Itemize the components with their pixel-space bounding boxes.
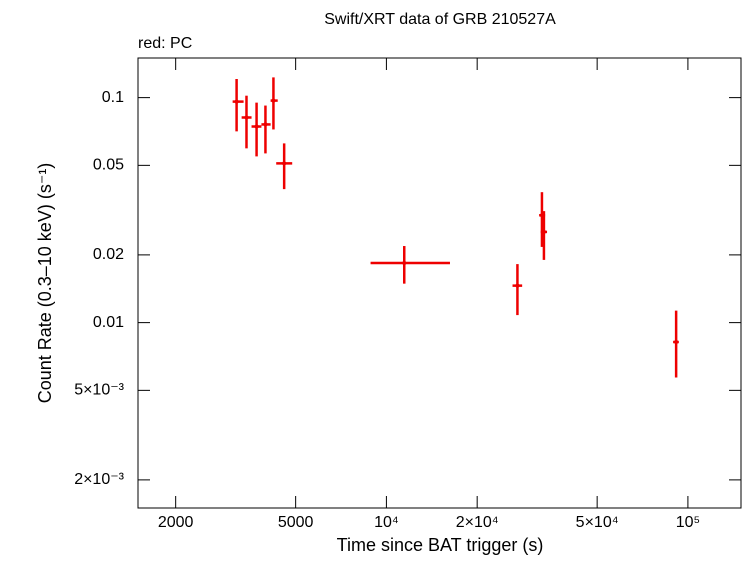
data-point	[515, 283, 520, 288]
data-point	[282, 161, 287, 166]
y-tick-label: 0.1	[102, 89, 124, 106]
y-axis-label: Count Rate (0.3–10 keV) (s⁻¹)	[35, 163, 55, 404]
y-tick-label: 2×10⁻³	[74, 471, 124, 488]
data-point	[541, 229, 546, 234]
data-point	[244, 115, 249, 120]
data-point	[263, 122, 268, 127]
y-tick-label: 5×10⁻³	[74, 382, 124, 399]
x-tick-label: 2000	[158, 514, 194, 531]
x-tick-label: 10⁵	[676, 514, 700, 531]
data-point	[234, 99, 239, 104]
x-tick-label: 2×10⁴	[456, 514, 499, 531]
y-tick-label: 0.01	[93, 314, 124, 331]
data-point	[402, 261, 407, 266]
chart-title: Swift/XRT data of GRB 210527A	[324, 11, 556, 28]
x-tick-label: 5000	[278, 514, 314, 531]
y-tick-label: 0.02	[93, 246, 124, 263]
data-point	[674, 340, 679, 345]
data-point	[254, 124, 259, 129]
legend-label: red: PC	[138, 35, 192, 52]
y-tick-label: 0.05	[93, 157, 124, 174]
x-tick-label: 5×10⁴	[576, 514, 619, 531]
x-tick-label: 10⁴	[374, 514, 399, 531]
x-axis-label: Time since BAT trigger (s)	[337, 535, 544, 555]
data-point	[271, 98, 276, 103]
plot-frame	[137, 57, 742, 509]
